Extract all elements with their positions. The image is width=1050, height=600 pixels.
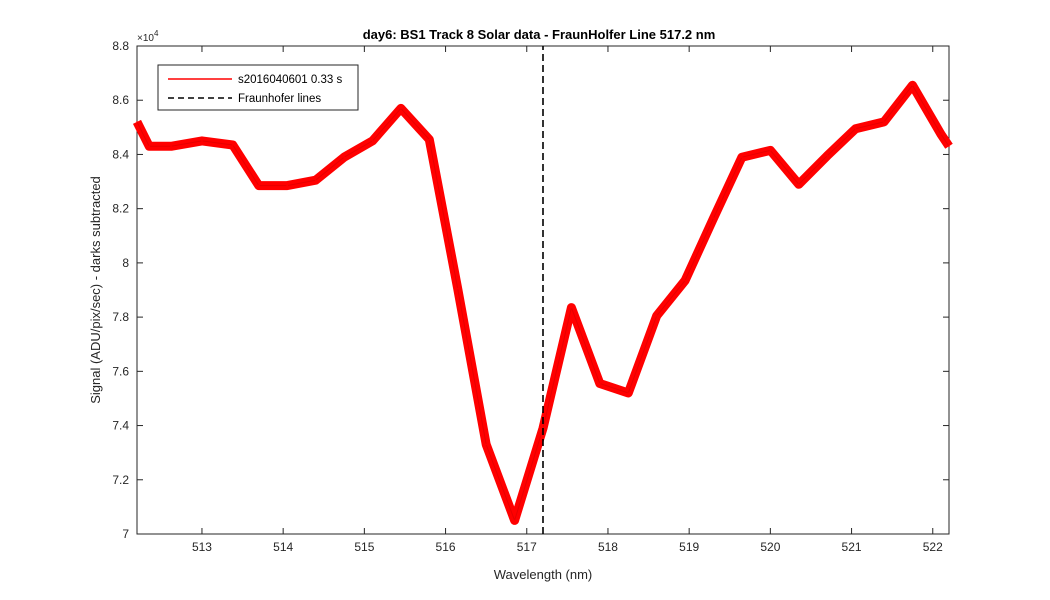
data-point: [232, 144, 234, 146]
data-point: [798, 183, 800, 186]
data-point: [201, 140, 203, 142]
x-tick-label: 517: [517, 540, 537, 554]
x-tick-label: 515: [354, 540, 374, 554]
y-tick-label: 7.4: [112, 419, 129, 433]
y-tick-label: 8.2: [112, 202, 129, 216]
data-point: [148, 145, 150, 148]
legend-box: [157, 64, 359, 111]
x-tick-label: 519: [679, 540, 699, 554]
data-point: [769, 149, 772, 152]
y-tick-label: 7.6: [112, 364, 129, 378]
x-axis-label: Wavelength (nm): [494, 567, 593, 582]
data-point: [170, 145, 172, 148]
y-tick-label: 7: [122, 527, 129, 541]
x-tick-label: 514: [273, 540, 293, 554]
y-tick-label: 8.8: [112, 39, 129, 53]
data-point: [286, 184, 289, 187]
data-point: [400, 107, 402, 110]
data-point: [485, 443, 488, 446]
data-point: [741, 156, 743, 158]
chart-title: day6: BS1 Track 8 Solar data - FraunHolf…: [363, 27, 716, 42]
legend: s2016040601 0.33 s Fraunhofer lines: [157, 64, 359, 111]
y-axis-label: Signal (ADU/pix/sec) - darks subtracted: [88, 176, 103, 404]
data-point: [599, 382, 601, 385]
data-point: [655, 315, 658, 317]
plot-area: 513 514 515 516 517 518 519 520 521 522 7 7.2 7.4 7.6…: [112, 39, 953, 554]
data-point: [911, 84, 914, 87]
data-point: [948, 145, 950, 148]
data-point: [456, 287, 459, 290]
data-point: [684, 279, 686, 282]
x-tick-label: 513: [192, 540, 212, 554]
y-tick-label: 7.8: [112, 310, 129, 324]
data-point: [570, 306, 573, 309]
data-point: [258, 184, 260, 187]
data-point: [627, 392, 630, 394]
data-point: [854, 127, 857, 130]
y-tick-label: 8.6: [112, 93, 129, 107]
legend-label-series-1: s2016040601 0.33 s: [238, 74, 342, 86]
data-point: [314, 179, 317, 181]
x-tick-label: 522: [923, 540, 943, 554]
data-point: [883, 121, 885, 123]
x-tick-label: 518: [598, 540, 618, 554]
data-point: [940, 133, 942, 135]
x-tick-label: 521: [842, 540, 862, 554]
data-point: [826, 155, 828, 157]
legend-label-series-2: Fraunhofer lines: [238, 93, 321, 105]
data-point: [513, 519, 516, 522]
y-tick-label: 8.4: [112, 147, 129, 161]
data-point: [712, 217, 715, 219]
data-point: [371, 140, 374, 142]
data-point: [136, 121, 138, 123]
x-tick-label: 520: [760, 540, 780, 554]
data-point: [343, 156, 345, 158]
y-tick-label: 8: [122, 256, 129, 270]
y-axis-exponent: ×104: [137, 29, 159, 44]
y-tick-label: 7.2: [112, 473, 129, 487]
x-tick-label: 516: [436, 540, 456, 554]
data-point: [428, 138, 431, 141]
